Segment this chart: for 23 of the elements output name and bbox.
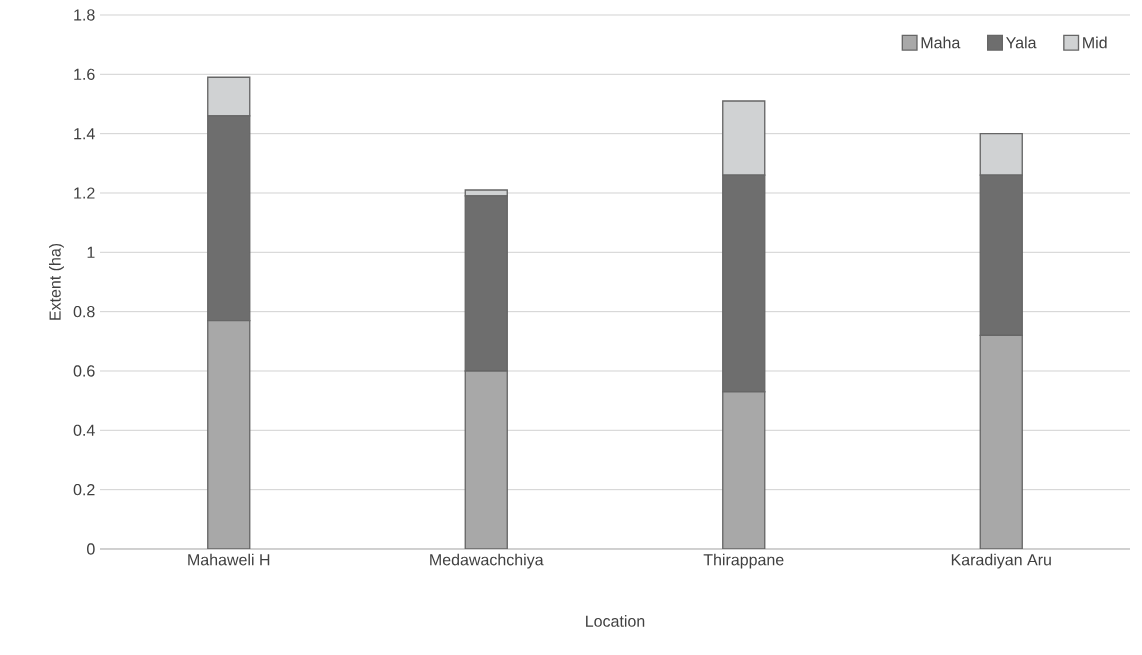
- bar: [979, 334, 1023, 549]
- x-tick-label: Mahaweli H: [188, 553, 270, 566]
- legend-label: Yala: [1006, 36, 1037, 49]
- y-tick-label: 0.6: [73, 365, 95, 377]
- bar: [464, 370, 508, 549]
- y-axis-title: Extent (ha): [49, 243, 64, 320]
- x-axis-title: Location: [586, 615, 645, 627]
- y-tick-label: 1.8: [74, 9, 95, 21]
- bar: [207, 319, 251, 549]
- bar: [722, 391, 766, 549]
- y-tick-label: 0.2: [73, 483, 95, 496]
- y-tick-label: 1.2: [74, 187, 95, 199]
- y-tick-label: 1.6: [74, 68, 95, 80]
- x-tick-label: Karadiyan Aru: [951, 553, 1051, 569]
- legend-label: Maha: [921, 36, 961, 49]
- x-tick-label: Thirappane: [703, 553, 784, 569]
- y-tick-label: 0.4: [73, 424, 95, 436]
- y-tick-label: 1.4: [74, 128, 95, 140]
- x-tick-label: Medawachchiya: [430, 553, 544, 569]
- y-tick-label: 1: [87, 246, 95, 258]
- y-tick-label: 0.8: [73, 305, 95, 318]
- legend-label: Mid: [1083, 36, 1107, 49]
- y-tick-label: 0: [87, 543, 95, 555]
